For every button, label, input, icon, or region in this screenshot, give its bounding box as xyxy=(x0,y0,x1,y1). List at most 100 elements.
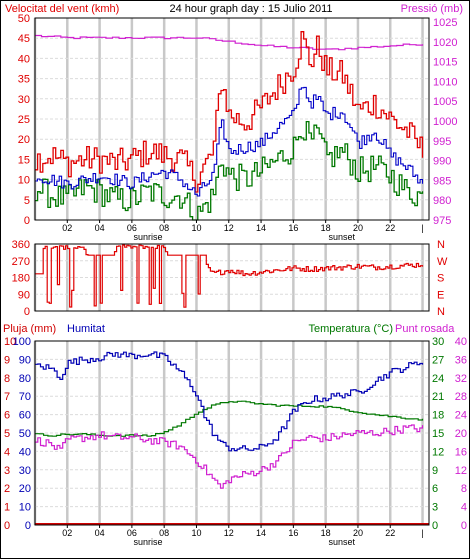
x-tick-label-1-1: 04 xyxy=(95,223,105,233)
x-tick-label-3-5: 12 xyxy=(224,528,234,538)
temperature-tick-6: 18 xyxy=(432,410,444,422)
marker-label-sunset-3: sunset xyxy=(329,537,356,547)
humidity-tick-4: 40 xyxy=(19,446,31,458)
temperature-tick-7: 21 xyxy=(432,391,444,403)
direction-tick-2: 180 xyxy=(12,273,30,285)
rain-tick-4: 4 xyxy=(4,446,10,458)
x-tick-label-1-5: 12 xyxy=(224,223,234,233)
wind-tick-3: 15 xyxy=(18,154,30,166)
dewpoint-tick-6: 24 xyxy=(455,410,467,422)
direction-tick-0: 0 xyxy=(24,306,30,318)
rain-tick-10: 10 xyxy=(4,336,16,348)
temperature-tick-4: 12 xyxy=(432,446,444,458)
pressure-tick-2: 985 xyxy=(433,175,451,187)
temperature-tick-2: 6 xyxy=(432,483,438,495)
x-tick-label-3-6: 14 xyxy=(256,528,266,538)
x-tick-label-1-9: 20 xyxy=(353,223,363,233)
dewpoint-tick-8: 32 xyxy=(455,373,467,385)
dewpoint-tick-1: 4 xyxy=(461,502,467,514)
rain-tick-2: 2 xyxy=(4,483,10,495)
dewpoint-tick-10: 40 xyxy=(455,336,467,348)
wind-tick-6: 30 xyxy=(18,94,30,106)
temperature-tick-3: 9 xyxy=(432,465,438,477)
humidity-tick-9: 90 xyxy=(19,354,31,366)
dewpoint-line xyxy=(35,424,424,489)
humidity-tick-7: 70 xyxy=(19,391,31,403)
plot-frame-2 xyxy=(34,243,430,312)
humidity-tick-10: 100 xyxy=(13,336,31,348)
dewpoint-tick-5: 20 xyxy=(455,428,467,440)
x-tick-label-1-6: 14 xyxy=(256,223,266,233)
humidity-tick-6: 60 xyxy=(19,410,31,422)
humidity-tick-2: 20 xyxy=(19,483,31,495)
pressure-tick-3: 990 xyxy=(433,156,451,168)
x-tick-label-1-0: 02 xyxy=(62,223,72,233)
x-tick-label-3-0: 02 xyxy=(62,528,72,538)
wind-axis-title: Velocitat del vent (kmh) xyxy=(5,3,119,15)
frame-layer xyxy=(34,17,430,528)
temperature-axis-title: Temperatura (°C) xyxy=(309,323,393,335)
marker-label-sunset-1: sunset xyxy=(329,232,356,242)
pressure-tick-7: 1010 xyxy=(433,76,457,88)
dewpoint-axis-title: Punt rosada xyxy=(395,323,455,335)
temperature-tick-0: 0 xyxy=(432,520,438,532)
pressure-tick-1: 980 xyxy=(433,195,451,207)
pressure-tick-9: 1020 xyxy=(433,37,457,49)
temperature-tick-10: 30 xyxy=(432,336,444,348)
x-tick-end-3: | xyxy=(421,528,423,538)
wind-min-line xyxy=(35,120,424,221)
tick-label-layer: 0510152025303540455097598098599099510001… xyxy=(4,13,467,547)
humidity-tick-0: 0 xyxy=(25,520,31,532)
series-layer xyxy=(35,31,429,525)
x-tick-label-3-10: 22 xyxy=(385,528,395,538)
dewpoint-tick-4: 16 xyxy=(455,446,467,458)
x-tick-label-3-3: 08 xyxy=(159,528,169,538)
x-tick-label-3-8: 18 xyxy=(321,528,331,538)
compass-label-4: N xyxy=(437,306,445,318)
x-tick-label-1-10: 22 xyxy=(385,223,395,233)
temperature-tick-9: 27 xyxy=(432,354,444,366)
temperature-tick-8: 24 xyxy=(432,373,444,385)
rain-tick-1: 1 xyxy=(4,502,10,514)
rain-axis-title: Pluja (mm) xyxy=(3,323,56,335)
temperature-tick-1: 3 xyxy=(432,502,438,514)
pressure-tick-0: 975 xyxy=(433,215,451,227)
humidity-axis-title: Humitat xyxy=(67,323,105,335)
marker-label-sunrise-1: sunrise xyxy=(134,232,163,242)
dewpoint-tick-7: 28 xyxy=(455,391,467,403)
direction-tick-3: 270 xyxy=(12,256,30,268)
rain-tick-7: 7 xyxy=(4,391,10,403)
wind-tick-4: 20 xyxy=(18,134,30,146)
direction-tick-4: 360 xyxy=(12,239,30,251)
x-tick-label-3-9: 20 xyxy=(353,528,363,538)
wind-tick-5: 25 xyxy=(18,114,30,126)
pressure-axis-title: Pressió (mb) xyxy=(401,3,463,15)
marker-label-sunrise-3: sunrise xyxy=(134,537,163,547)
wind-tick-1: 5 xyxy=(24,195,30,207)
wind-average-line xyxy=(35,86,424,197)
compass-label-3: E xyxy=(437,289,444,301)
x-tick-label-1-2: 06 xyxy=(127,223,137,233)
compass-label-0: N xyxy=(437,239,445,251)
x-tick-label-1-3: 08 xyxy=(159,223,169,233)
humidity-tick-5: 50 xyxy=(19,428,31,440)
dewpoint-tick-0: 0 xyxy=(461,520,467,532)
plot-frame-1 xyxy=(34,17,430,221)
humidity-line xyxy=(35,351,424,452)
rain-tick-6: 6 xyxy=(4,410,10,422)
rain-tick-0: 0 xyxy=(4,520,10,532)
wind-tick-2: 10 xyxy=(18,175,30,187)
x-tick-label-1-8: 18 xyxy=(321,223,331,233)
dewpoint-tick-2: 8 xyxy=(461,483,467,495)
x-tick-label-3-2: 06 xyxy=(127,528,137,538)
humidity-tick-1: 10 xyxy=(19,502,31,514)
x-tick-end-1: | xyxy=(421,223,423,233)
pressure-tick-4: 995 xyxy=(433,136,451,148)
chart-title: 24 hour graph day : 15 Julio 2011 xyxy=(169,3,332,15)
wind-tick-0: 0 xyxy=(24,215,30,227)
pressure-tick-8: 1015 xyxy=(433,57,457,69)
pressure-line xyxy=(35,34,424,51)
wind-direction-line xyxy=(35,244,424,308)
